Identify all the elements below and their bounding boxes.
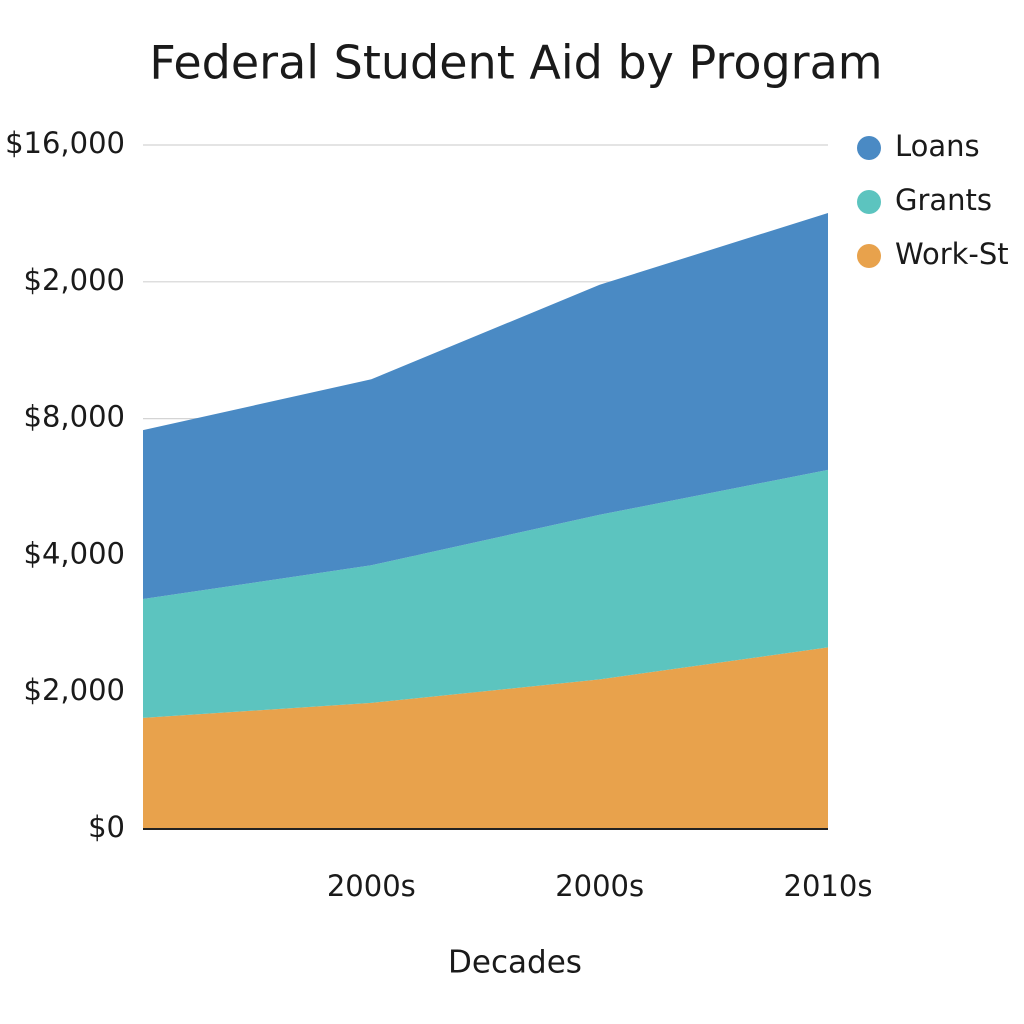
y-tick-label: $4,000 bbox=[24, 536, 125, 570]
legend-swatch bbox=[857, 136, 881, 160]
y-tick-label: $0 bbox=[88, 810, 125, 844]
legend-label: Grants bbox=[895, 183, 992, 217]
legend-swatch bbox=[857, 190, 881, 214]
x-tick-label: 2000s bbox=[555, 869, 644, 903]
y-tick-label: $2,000 bbox=[24, 673, 125, 707]
legend-label: Loans bbox=[895, 129, 980, 163]
chart-title: Federal Student Aid by Program bbox=[149, 36, 882, 90]
x-tick-label: 2000s bbox=[327, 869, 416, 903]
y-tick-label: $8,000 bbox=[24, 400, 125, 434]
legend-label: Work-St bbox=[895, 237, 1009, 271]
area bbox=[143, 469, 828, 718]
area bbox=[143, 212, 828, 600]
y-tick-label: $16,000 bbox=[5, 126, 125, 160]
y-tick-label: $2,000 bbox=[24, 263, 125, 297]
area bbox=[143, 647, 828, 829]
legend-swatch bbox=[857, 244, 881, 268]
x-axis-title: Decades bbox=[448, 945, 582, 981]
x-tick-label: 2010s bbox=[784, 869, 873, 903]
